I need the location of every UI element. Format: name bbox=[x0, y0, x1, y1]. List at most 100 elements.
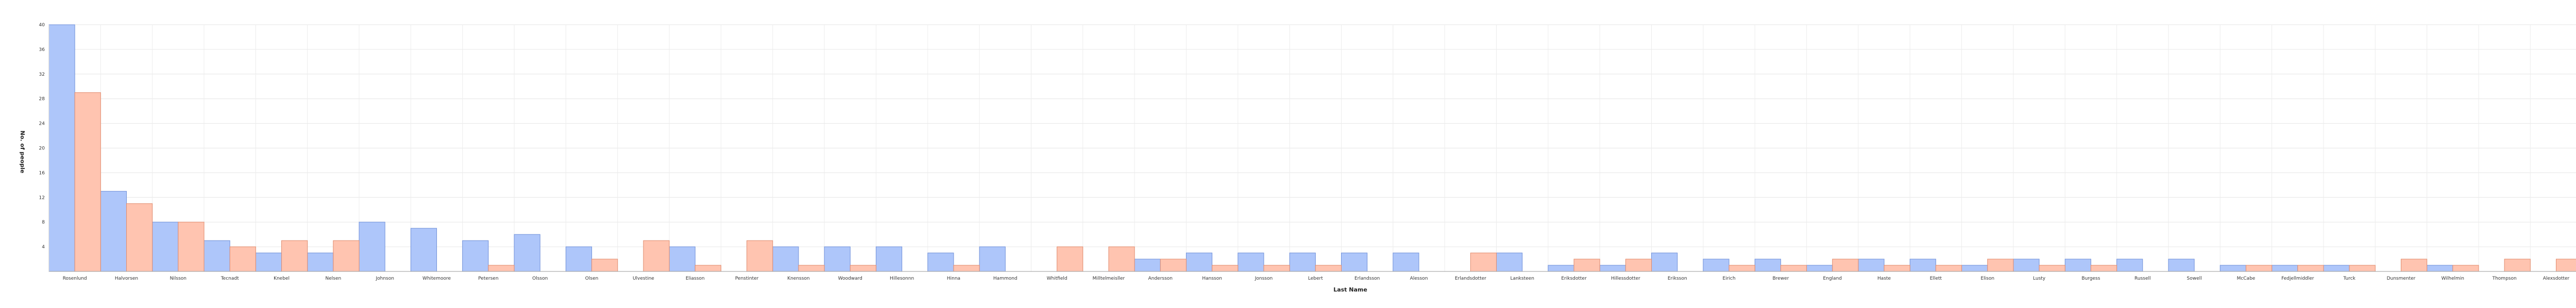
x-tick-label: Erlandsson bbox=[1354, 276, 1380, 281]
bar-series-1-fedjellmiddler bbox=[2272, 265, 2298, 272]
bar-series-2-jonsson bbox=[1263, 265, 1290, 272]
x-tick-label: McCabe bbox=[2237, 276, 2256, 281]
bar-series-1-knensson bbox=[772, 246, 799, 272]
x-tick-label: Haste bbox=[1877, 276, 1891, 281]
bar-series-1-jonsson bbox=[1238, 252, 1264, 272]
x-tick-label: Woodward bbox=[838, 276, 862, 281]
bar-series-2-woodward bbox=[850, 265, 876, 272]
bar-series-2-penstinter bbox=[747, 240, 773, 272]
bar-series-1-eliasson bbox=[669, 246, 696, 272]
x-tick-label: Lebert bbox=[1308, 276, 1323, 281]
bar-series-1-knebel bbox=[255, 252, 282, 272]
bar-series-2-brewer bbox=[1780, 265, 1807, 272]
x-tick-label: Halvorsen bbox=[115, 276, 138, 281]
bar-series-1-hillessdotter bbox=[1599, 265, 1626, 272]
bar-series-2-knebel bbox=[281, 240, 308, 272]
x-tick-label: Fedjellmiddler bbox=[2281, 276, 2314, 281]
x-tick-label: Olsen bbox=[585, 276, 599, 281]
x-tick-label: Burgess bbox=[2081, 276, 2100, 281]
bar-series-1-hansson bbox=[1185, 252, 1213, 272]
bar-series-1-lanksteen bbox=[1496, 252, 1523, 272]
bar-series-1-eriksdotter bbox=[1548, 265, 1574, 272]
x-tick-label: Whitfield bbox=[1047, 276, 1067, 281]
bar-series-1-eirich bbox=[1703, 259, 1730, 272]
bar-series-2-petersen bbox=[488, 265, 515, 272]
bar-series-1-halvorsen bbox=[100, 191, 127, 272]
bar-series-2-hillessdotter bbox=[1625, 259, 1652, 272]
x-tick-label: England bbox=[1823, 276, 1842, 281]
x-tick-label: Penstinter bbox=[735, 276, 759, 281]
x-tick-label: Dunsmenter bbox=[2387, 276, 2416, 281]
x-tick-label: Alesson bbox=[1410, 276, 1428, 281]
x-tick-label: Hansson bbox=[1202, 276, 1222, 281]
y-tick-label: 24 bbox=[39, 122, 45, 127]
bar-series-2-lebert bbox=[1315, 265, 1342, 272]
bar-series-2-wilhelmin bbox=[2452, 265, 2479, 272]
bar-series-2-whitfield bbox=[1057, 246, 1083, 272]
bar-series-1-hillesonnn bbox=[875, 246, 903, 272]
bar-series-1-andersson bbox=[1134, 259, 1161, 272]
bar-series-2-ulvestine bbox=[643, 240, 670, 272]
x-tick-label: Elison bbox=[1980, 276, 1994, 281]
x-tick-label: Olsson bbox=[532, 276, 548, 281]
bar-series-1-whitemoore bbox=[410, 228, 437, 272]
bar-series-1-wilhelmin bbox=[2427, 265, 2453, 272]
bar-series-2-milltelmeisller bbox=[1108, 246, 1135, 272]
bar-series-2-burgess bbox=[2090, 265, 2117, 272]
x-tick-label: Turck bbox=[2343, 276, 2355, 281]
bar-series-1-lebert bbox=[1289, 252, 1316, 272]
x-tick-label: Eriksson bbox=[1668, 276, 1687, 281]
bar-series-2-dunsmenter bbox=[2400, 259, 2428, 272]
y-tick-label: 12 bbox=[39, 195, 45, 200]
bar-series-1-hammond bbox=[979, 246, 1006, 272]
bar-series-2-haste bbox=[1884, 265, 1910, 272]
x-tick-label: Wilhelmin bbox=[2442, 276, 2464, 281]
x-tick-label: Whitemoore bbox=[422, 276, 451, 281]
bar-series-2-elison bbox=[1987, 259, 2014, 272]
x-tick-label: Russell bbox=[2134, 276, 2150, 281]
x-tick-label: Rosenlund bbox=[63, 276, 87, 281]
y-tick-label: 40 bbox=[39, 23, 45, 28]
y-tick-label: 8 bbox=[42, 220, 45, 225]
bar-series-2-halvorsen bbox=[126, 203, 153, 272]
bar-series-2-tecnadt bbox=[229, 246, 256, 272]
grid bbox=[48, 24, 2576, 271]
bar-series-1-olsen bbox=[565, 246, 592, 272]
bar-series-1-lusty bbox=[2013, 259, 2040, 272]
y-tick-label: 32 bbox=[39, 72, 45, 77]
x-tick-label: Eliasson bbox=[686, 276, 705, 281]
bar-series-1-rosenlund bbox=[48, 24, 75, 272]
y-axis-title: No. of people bbox=[19, 131, 26, 174]
bar-series-1-erlandsson bbox=[1341, 252, 1368, 272]
bar-series-2-mccabe bbox=[2245, 265, 2273, 272]
x-tick-label: Ulvestine bbox=[633, 276, 654, 281]
x-tick-label: Knensson bbox=[787, 276, 809, 281]
bar-series-1-johnson bbox=[359, 221, 385, 272]
x-tick-label: Johnson bbox=[375, 276, 394, 281]
bar-series-2-lusty bbox=[2039, 265, 2065, 272]
y-tick-label: 28 bbox=[39, 97, 45, 102]
x-tick-label: Erlandsdotter bbox=[1455, 276, 1486, 281]
bar-series-1-brewer bbox=[1754, 259, 1781, 272]
x-tick-label: Eriksdotter bbox=[1561, 276, 1587, 281]
bar-series-2-erlandsdotter bbox=[1470, 252, 1497, 272]
bar-series-1-hinna bbox=[927, 252, 954, 272]
bar-series-2-hinna bbox=[953, 265, 980, 272]
bar-series-2-england bbox=[1832, 259, 1859, 272]
bar-series-1-russell bbox=[2116, 259, 2143, 272]
x-tick-label: Tecnadt bbox=[221, 276, 239, 281]
bar-series-2-hansson bbox=[1212, 265, 1239, 272]
x-tick-label: Knebel bbox=[274, 276, 290, 281]
bar-series-1-england bbox=[1806, 265, 1833, 272]
y-tick-label: 36 bbox=[39, 47, 45, 53]
x-tick-label: Nilsson bbox=[170, 276, 187, 281]
y-tick-label: 20 bbox=[39, 146, 45, 151]
bar-series-2-ellett bbox=[1935, 265, 1962, 272]
bar-series-1-mccabe bbox=[2219, 265, 2246, 272]
bar-series-1-sowell bbox=[2168, 259, 2195, 272]
x-tick-label: Andersson bbox=[1148, 276, 1173, 281]
bar-series-1-petersen bbox=[462, 240, 489, 272]
x-tick-label: Hammond bbox=[993, 276, 1018, 281]
x-tick-label: Hinna bbox=[947, 276, 960, 281]
